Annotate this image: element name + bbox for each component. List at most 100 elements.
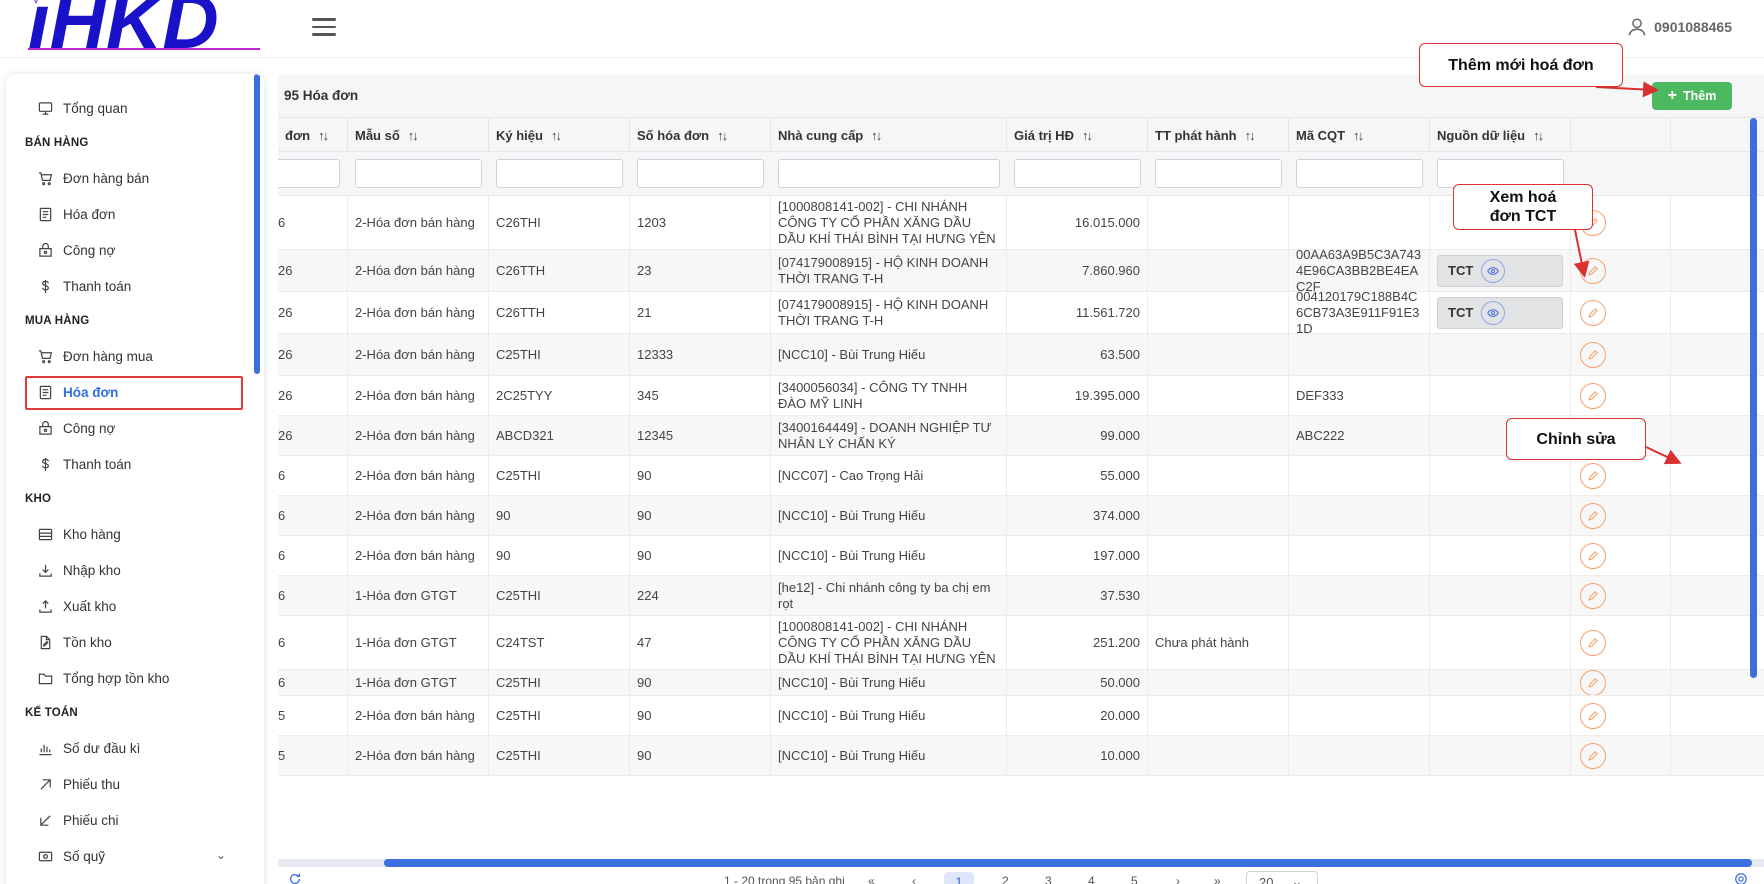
column-header[interactable]: Giá trị HĐ ↑↓	[1007, 118, 1148, 152]
table-row[interactable]: 6 2-Hóa đơn bán hàng C25THI 90 [NCC07] - Cao…	[278, 456, 1764, 496]
sort-icon[interactable]: ↑↓	[1353, 127, 1364, 143]
sidebar-item-tong-quan[interactable]: Tổng quan	[38, 96, 128, 120]
table-row[interactable]: 6 2-Hóa đơn bán hàng 90 90 [NCC10] - Bùi Tru…	[278, 536, 1764, 576]
sidebar-item-xuat-kho[interactable]: Xuất kho	[38, 594, 116, 618]
table-row[interactable]: 6 1-Hóa đơn GTGT C25THI 224 [he12] - Chi nhá…	[278, 576, 1764, 616]
table-row[interactable]: 26 2-Hóa đơn bán hàng C26TTH 21 [07417900891…	[278, 292, 1764, 334]
table-row[interactable]: 5 2-Hóa đơn bán hàng C25THI 90 [NCC10] - Bùi…	[278, 736, 1764, 776]
edit-icon[interactable]	[1580, 257, 1606, 284]
table-row[interactable]: 6 2-Hóa đơn bán hàng 90 90 [NCC10] - Bùi Tru…	[278, 496, 1764, 536]
sidebar-item-hoa-don-mua[interactable]: Hóa đơn	[38, 380, 118, 404]
sort-icon[interactable]: ↑↓	[717, 127, 728, 143]
sidebar-item-nhap-kho[interactable]: Nhập kho	[38, 558, 121, 582]
last-page-button[interactable]: »	[1214, 874, 1221, 884]
prev-page-button[interactable]: ‹	[912, 874, 916, 884]
horizontal-scrollbar[interactable]	[384, 859, 1752, 867]
page-1-button[interactable]: 1	[944, 872, 974, 884]
table-cell-tt-phat_hanh	[1148, 670, 1289, 695]
column-header[interactable]: TT phát hành ↑↓	[1148, 118, 1289, 152]
dollar-icon	[42, 457, 49, 471]
edit-icon[interactable]	[1580, 502, 1606, 529]
edit-icon[interactable]	[1580, 629, 1606, 656]
table-cell-nguon: TCT	[1430, 250, 1571, 291]
column-header[interactable]: Mã CQT ↑↓	[1289, 118, 1430, 152]
sidebar-item-thanh-toan-mua[interactable]: Thanh toán	[38, 452, 131, 476]
column-header[interactable]: đơn ↑↓	[278, 118, 348, 152]
edit-icon[interactable]	[1580, 670, 1606, 695]
edit-icon[interactable]	[1580, 462, 1606, 489]
page-size-select[interactable]: 20 ⌄	[1246, 871, 1318, 884]
column-header[interactable]: Nhà cung cấp ↑↓	[771, 118, 1007, 152]
page-3-button[interactable]: 3	[1045, 874, 1052, 884]
edit-icon[interactable]	[1580, 742, 1606, 769]
sidebar-item-hoa-don-ban[interactable]: Hóa đơn	[38, 202, 115, 226]
sort-icon[interactable]: ↑↓	[1081, 127, 1093, 143]
sidebar-item-phieu-chi[interactable]: Phiếu chi	[38, 808, 119, 832]
column-header[interactable]: Ký hiệu ↑↓	[489, 118, 630, 152]
sort-icon[interactable]: ↑↓	[1533, 127, 1544, 143]
sidebar-item-don-hang-ban[interactable]: Đơn hàng bán	[38, 166, 149, 190]
table-vertical-scrollbar[interactable]	[1750, 118, 1757, 678]
sidebar-scrollbar[interactable]	[254, 74, 260, 374]
column-filter-input[interactable]	[1437, 159, 1564, 188]
table-row[interactable]: 26 2-Hóa đơn bán hàng 2C25TYY 345 [340005603…	[278, 376, 1764, 416]
column-filter-input[interactable]	[637, 159, 764, 188]
sidebar-item-don-hang-mua[interactable]: Đơn hàng mua	[38, 344, 153, 368]
sort-icon[interactable]: ↑↓	[1244, 127, 1256, 143]
page-4-button[interactable]: 4	[1088, 874, 1095, 884]
settings-icon[interactable]	[1734, 872, 1748, 884]
edit-icon[interactable]	[1580, 341, 1606, 368]
sidebar-item-thanh-toan-ban[interactable]: Thanh toán	[38, 274, 131, 298]
table-cell-nguon	[1430, 496, 1571, 535]
table-cell-gia-tri: 197.000	[1007, 536, 1148, 575]
next-page-button[interactable]: ›	[1176, 874, 1180, 884]
page-2-button[interactable]: 2	[1002, 874, 1009, 884]
column-header[interactable]: Mẫu số ↑↓	[348, 118, 489, 152]
menu-toggle-icon[interactable]	[312, 18, 336, 38]
sidebar-item-so-quy[interactable]: Số quỹ	[38, 844, 105, 868]
edit-icon[interactable]	[1580, 582, 1606, 609]
edit-icon[interactable]	[1580, 382, 1606, 409]
chevron-down-icon[interactable]: ⌄	[215, 848, 226, 862]
sort-icon[interactable]: ↑↓	[550, 127, 562, 143]
sort-icon[interactable]: ↑↓	[871, 127, 882, 143]
table-cell-ncc: [3400056034] - CÔNG TY TNHH ĐÀO MỸ LINH	[771, 376, 1007, 415]
table-row[interactable]: 26 2-Hóa đơn bán hàng C26TTH 23 [07417900891…	[278, 250, 1764, 292]
column-header[interactable]: Số hóa đơn ↑↓	[630, 118, 771, 152]
sidebar-item-cong-no-ban[interactable]: Công nợ	[38, 238, 115, 262]
column-filter-input[interactable]	[496, 159, 623, 188]
column-filter-input[interactable]	[1296, 159, 1423, 188]
page-size-value: 20	[1259, 874, 1274, 884]
table-row[interactable]: 26 2-Hóa đơn bán hàng C25THI 12333 [NCC10] -…	[278, 334, 1764, 376]
sidebar-item-so-du-dau-ki[interactable]: Số dư đầu kì	[38, 736, 140, 760]
table-row[interactable]: 6 1-Hóa đơn GTGT C24TST 47 [1000808141-002] …	[278, 616, 1764, 670]
sidebar-item-cong-no-mua[interactable]: Công nợ	[38, 416, 115, 440]
view-tct-button[interactable]: TCT	[1437, 296, 1563, 329]
sidebar-item-kho-hang[interactable]: Kho hàng	[38, 522, 121, 546]
page-5-button[interactable]: 5	[1131, 874, 1138, 884]
sidebar-item-phieu-thu[interactable]: Phiếu thu	[38, 772, 120, 796]
edit-icon[interactable]	[1580, 299, 1606, 326]
column-filter-input[interactable]	[778, 159, 1000, 188]
sort-icon[interactable]: ↑↓	[407, 127, 419, 143]
user-account[interactable]: 0901088465	[1626, 16, 1732, 38]
column-filter-input[interactable]	[278, 159, 340, 188]
sidebar-item-ton-kho[interactable]: Tồn kho	[38, 630, 112, 654]
column-filter-input[interactable]	[355, 159, 482, 188]
first-page-button[interactable]: «	[868, 874, 875, 884]
table-row[interactable]: 5 2-Hóa đơn bán hàng C25THI 90 [NCC10] - Bùi…	[278, 696, 1764, 736]
column-filter-input[interactable]	[1155, 159, 1282, 188]
edit-icon[interactable]	[1580, 702, 1606, 729]
app-logo[interactable]: iHKD	[28, 0, 260, 65]
add-invoice-button[interactable]: + Thêm	[1652, 82, 1732, 110]
column-filter-input[interactable]	[1014, 159, 1141, 188]
column-header[interactable]: Nguồn dữ liệu ↑↓	[1430, 118, 1571, 152]
sort-icon[interactable]: ↑↓	[318, 127, 329, 143]
sidebar-item-tong-hop-ton-kho[interactable]: Tổng hợp tồn kho	[38, 666, 169, 690]
edit-icon[interactable]	[1580, 542, 1606, 569]
view-tct-button[interactable]: TCT	[1437, 254, 1563, 287]
refresh-icon[interactable]	[288, 872, 302, 884]
eye-icon[interactable]	[1481, 258, 1506, 283]
eye-icon[interactable]	[1481, 300, 1506, 325]
table-row[interactable]: 6 1-Hóa đơn GTGT C25THI 90 [NCC10] - Bùi Tru…	[278, 670, 1764, 696]
